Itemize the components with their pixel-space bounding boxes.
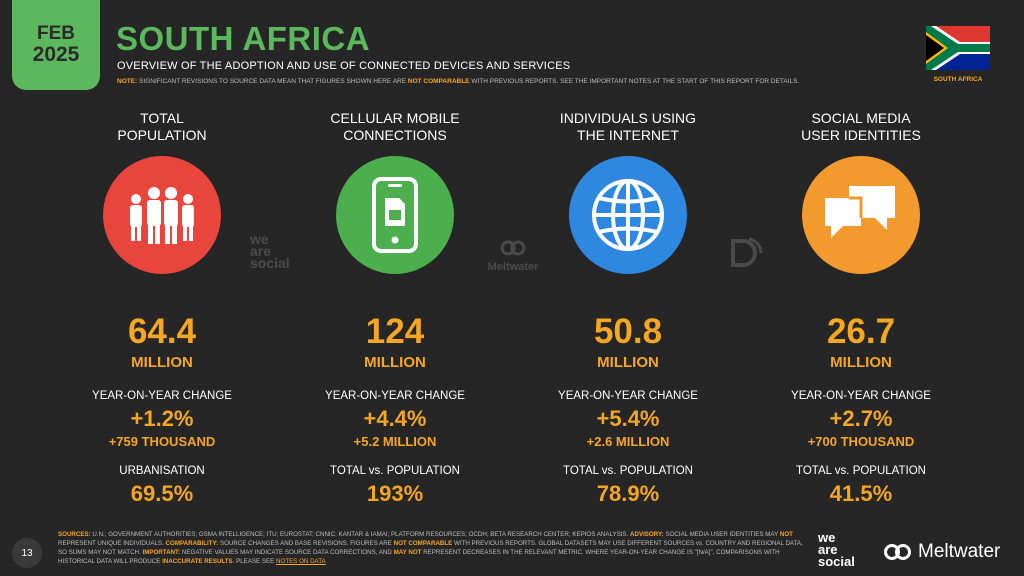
watermark-are: are: [250, 243, 272, 259]
metric-value: 50.8: [593, 312, 663, 351]
secondary-label: TOTAL vs. POPULATION: [330, 465, 460, 477]
metric-cellular-connections: CELLULAR MOBILE CONNECTIONS 124 MILLION …: [295, 110, 495, 507]
secondary-value: 69.5%: [130, 481, 194, 506]
date-badge: FEB 2025: [12, 0, 100, 90]
watermark-we: we: [250, 231, 269, 247]
note-text-1: SIGNIFICANT REVISIONS TO SOURCE DATA MEA…: [139, 78, 407, 85]
note-text-2: WITH PREVIOUS REPORTS. SEE THE IMPORTANT…: [471, 78, 800, 85]
watermark-social: social: [250, 255, 290, 271]
meltwater-logo-text: Meltwater: [918, 541, 1001, 562]
metric-unit: MILLION: [830, 354, 892, 371]
yoy-label: YEAR-ON-YEAR CHANGE: [325, 390, 465, 402]
metric-unit: MILLION: [364, 354, 426, 371]
page-number-text: 13: [21, 547, 33, 559]
yoy-percent: +1.2%: [130, 406, 194, 431]
notes-on-data-link[interactable]: NOTES ON DATA: [276, 558, 326, 565]
globe-icon: [569, 156, 687, 274]
sources-text: SOURCES: U.N.; GOVERNMENT AUTHORITIES; G…: [58, 530, 803, 566]
page-subtitle: OVERVIEW OF THE ADOPTION AND USE OF CONN…: [117, 60, 571, 72]
yoy-absolute: +5.2 MILLION: [353, 434, 437, 449]
datareportal-watermark-icon: [727, 235, 765, 274]
important-text-3: . PLEASE SEE: [232, 558, 275, 565]
metric-social-media-users: SOCIAL MEDIA USER IDENTITIES 26.7 MILLIO…: [761, 110, 961, 507]
yoy-percent: +4.4%: [363, 406, 427, 431]
we-are-social-watermark: we are social: [250, 231, 290, 271]
yoy-label: YEAR-ON-YEAR CHANGE: [791, 390, 931, 402]
yoy-label: YEAR-ON-YEAR CHANGE: [558, 390, 698, 402]
chat-bubbles-icon: [802, 156, 920, 274]
logo-we: we: [818, 530, 836, 545]
yoy-percent: +2.7%: [829, 406, 893, 431]
yoy-absolute: +700 THOUSAND: [807, 434, 915, 449]
yoy-percent: +5.4%: [596, 406, 660, 431]
secondary-value: 78.9%: [596, 481, 660, 506]
advisory-label: ADVISORY:: [630, 531, 664, 538]
south-africa-flag-icon: [926, 26, 990, 70]
metric-heading: INDIVIDUALS USING THE INTERNET: [559, 110, 697, 143]
comparability-label: COMPARABILITY:: [165, 540, 219, 547]
meltwater-mark-icon: [500, 240, 526, 256]
secondary-label: URBANISATION: [119, 465, 205, 477]
meltwater-watermark: Meltwater: [478, 240, 548, 273]
page-title: SOUTH AFRICA: [116, 20, 371, 57]
sources-body: U.N.; GOVERNMENT AUTHORITIES; GSMA INTEL…: [92, 531, 629, 538]
important-text-2: REPRESENT DECREASES IN THE RELEVANT METR…: [58, 549, 780, 565]
metric-heading: CELLULAR MOBILE CONNECTIONS: [330, 110, 460, 143]
metric-value: 64.4: [127, 312, 197, 351]
yoy-absolute: +759 THOUSAND: [108, 434, 216, 449]
important-text-1: NEGATIVE VALUES MAY INDICATE SOURCE DATA…: [181, 549, 392, 556]
logo-are: are: [818, 542, 838, 557]
logo-social: social: [818, 554, 855, 569]
metric-unit: MILLION: [131, 354, 193, 371]
yoy-absolute: +2.6 MILLION: [586, 434, 670, 449]
meltwater-logo: Meltwater: [882, 541, 1000, 563]
date-year: 2025: [32, 42, 80, 66]
mobile-phone-icon: [336, 156, 454, 274]
we-are-social-logo: we are social: [818, 530, 855, 569]
secondary-value: 193%: [366, 481, 424, 506]
metric-heading: TOTAL POPULATION: [117, 110, 207, 143]
people-icon: [103, 156, 221, 274]
advisory-text-2: REPRESENT UNIQUE INDIVIDUALS.: [58, 540, 164, 547]
advisory-not: NOT: [779, 531, 793, 538]
metric-total-population: TOTAL POPULATION 64.4 MILLION YEAR-ON-YE…: [62, 110, 262, 507]
metric-heading: SOCIAL MEDIA USER IDENTITIES: [801, 110, 921, 143]
metric-unit: MILLION: [597, 354, 659, 371]
advisory-text-1: SOCIAL MEDIA USER IDENTITIES MAY: [665, 531, 779, 538]
yoy-label: YEAR-ON-YEAR CHANGE: [92, 390, 232, 402]
secondary-label: TOTAL vs. POPULATION: [796, 465, 926, 477]
comparability-highlight: NOT COMPARABLE: [393, 540, 453, 547]
watermark-meltwater: Meltwater: [487, 261, 539, 273]
important-label: IMPORTANT:: [142, 549, 181, 556]
metric-internet-users: INDIVIDUALS USING THE INTERNET 50.8 MILL…: [528, 110, 728, 507]
secondary-value: 41.5%: [829, 481, 893, 506]
metric-value: 124: [365, 312, 425, 351]
date-month: FEB: [37, 23, 75, 44]
comparability-text-2: WITH PREVIOUS REPORTS. GLOBAL DATASETS M…: [58, 540, 803, 556]
flag-label: SOUTH AFRICA: [933, 76, 983, 83]
note-label: NOTE:: [117, 78, 138, 85]
meltwater-logo-icon: [884, 544, 911, 560]
sources-label: SOURCES:: [58, 531, 91, 538]
important-may-not: MAY NOT: [393, 549, 422, 556]
comparability-text-1: SOURCE CHANGES AND BASE REVISIONS. FIGUR…: [219, 540, 392, 547]
important-inaccurate: INACCURATE RESULTS: [162, 558, 233, 565]
note-highlight: NOT COMPARABLE: [407, 78, 470, 85]
metric-value: 26.7: [826, 312, 896, 351]
header-note: NOTE: SIGNIFICANT REVISIONS TO SOURCE DA…: [117, 78, 897, 85]
page-number: 13: [12, 538, 42, 568]
secondary-label: TOTAL vs. POPULATION: [563, 465, 693, 477]
